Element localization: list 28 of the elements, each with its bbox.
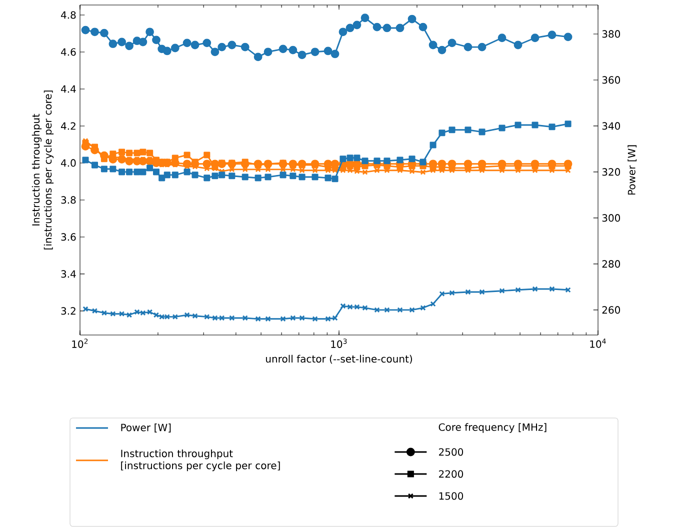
y2-tick-label: 360 — [602, 76, 620, 84]
y2-tick-label: 300 — [602, 214, 620, 222]
x-tick-label: 10$^{4}$ — [590, 338, 606, 348]
y2-tick-label: 340 — [602, 122, 620, 130]
y2-tick-label: 320 — [602, 168, 620, 176]
legend-title: Core frequency [MHz] — [438, 423, 546, 433]
x-tick-label: 10$^{2}$ — [72, 338, 88, 348]
legend-label: Instruction throughput [instructions per cycle per core] — [121, 450, 280, 472]
y-tick-label: 4.8 — [60, 11, 76, 19]
y-tick-label: 4.0 — [60, 159, 76, 167]
text: 1500 — [439, 492, 464, 500]
y-tick-label: 3.6 — [61, 233, 76, 241]
x-axis-title: unroll factor (--set-line-count) — [266, 354, 412, 364]
y-tick-label: 4.2 — [60, 122, 76, 130]
y-tick-label: 3.2 — [61, 307, 76, 315]
y-tick-label: 3.4 — [61, 270, 76, 278]
y2-tick-label: 380 — [602, 30, 620, 38]
y-tick-label: 4.6 — [60, 48, 76, 56]
y2-tick-label: 260 — [602, 306, 620, 314]
text: 2500 — [439, 448, 464, 456]
y2-axis-title: Power [W] — [628, 145, 637, 195]
y-tick-label: 4.4 — [60, 85, 76, 93]
x-tick-label: 10$^{3}$ — [331, 338, 347, 348]
y-axis-title: Instruction throughput [instructions per cycle per core] — [32, 90, 54, 250]
legend-label: Power [W] — [121, 424, 171, 432]
text: 2200 — [439, 470, 464, 478]
y-tick-label: 3.8 — [61, 196, 76, 204]
y2-tick-label: 280 — [602, 260, 620, 268]
